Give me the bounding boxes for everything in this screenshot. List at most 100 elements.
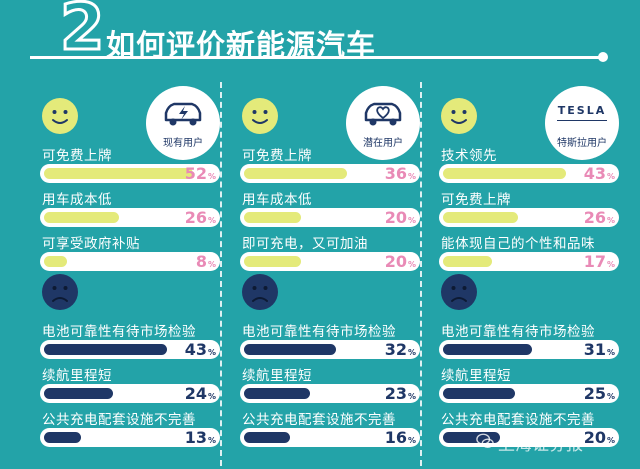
metric-value: 26% xyxy=(584,208,615,227)
metric-value: 20% xyxy=(385,208,416,227)
bar-track xyxy=(439,208,619,227)
negative-metric: 电池可靠性有待市场检验 43% xyxy=(40,320,220,362)
user-type-badge: TESLA 特斯拉用户 xyxy=(545,86,619,160)
value-unit: % xyxy=(407,216,416,225)
metric-label: 电池可靠性有待市场检验 xyxy=(242,324,396,340)
bar-fill xyxy=(44,344,168,355)
bar-fill xyxy=(244,256,302,267)
panel-divider xyxy=(420,82,422,466)
value-unit: % xyxy=(606,348,615,357)
bar-track xyxy=(240,164,420,183)
metric-label: 用车成本低 xyxy=(42,192,112,208)
metric-label: 即可充电，又可加油 xyxy=(242,236,368,252)
metric-value: 16% xyxy=(385,428,416,447)
positive-metric: 技术领先 43% xyxy=(439,144,619,186)
bar-fill xyxy=(244,344,336,355)
sad-face-icon xyxy=(441,274,477,310)
metric-label: 可免费上牌 xyxy=(42,148,112,164)
wechat-icon xyxy=(476,433,494,448)
metric-value: 43% xyxy=(584,164,615,183)
bar-track xyxy=(240,428,420,447)
user-type-badge: 潜在用户 xyxy=(346,86,420,160)
bar-fill xyxy=(443,256,492,267)
bar-track xyxy=(439,252,619,271)
value-number: 23 xyxy=(384,384,407,403)
value-number: 26 xyxy=(184,208,207,227)
bar-fill xyxy=(244,212,302,223)
value-unit: % xyxy=(207,348,216,357)
user-type-label: 潜在用户 xyxy=(363,138,403,149)
bar-track xyxy=(439,428,619,447)
positive-metric: 用车成本低 26% xyxy=(40,188,220,230)
metric-value: 25% xyxy=(584,384,615,403)
metric-value: 43% xyxy=(185,340,216,359)
value-unit: % xyxy=(407,260,416,269)
metric-value: 13% xyxy=(185,428,216,447)
metric-label: 公共充电配套设施不完善 xyxy=(441,412,595,428)
positive-metric: 即可充电，又可加油 20% xyxy=(240,232,420,274)
value-unit: % xyxy=(207,392,216,401)
bar-track xyxy=(240,340,420,359)
value-number: 25 xyxy=(583,384,606,403)
bar-fill xyxy=(443,212,518,223)
user-type-badge: 现有用户 xyxy=(146,86,220,160)
watermark: 上海证券报 xyxy=(476,430,636,455)
negative-metric: 电池可靠性有待市场检验 31% xyxy=(439,320,619,362)
value-number: 16 xyxy=(384,428,407,447)
metric-value: 24% xyxy=(185,384,216,403)
sad-face-icon xyxy=(42,274,78,310)
bar-fill xyxy=(44,432,82,443)
bar-fill xyxy=(443,388,515,399)
watermark-text: 上海证券报 xyxy=(498,435,583,455)
section-number: 2 xyxy=(59,0,107,65)
value-unit: % xyxy=(606,260,615,269)
metric-value: 26% xyxy=(185,208,216,227)
metric-label: 可免费上牌 xyxy=(441,192,511,208)
positive-metric: 能体现自己的个性和品味 17% xyxy=(439,232,619,274)
value-number: 36 xyxy=(384,164,407,183)
bar-fill xyxy=(44,168,194,179)
user-type-label: 现有用户 xyxy=(163,138,203,149)
value-number: 20 xyxy=(583,428,606,447)
positive-metric: 可免费上牌 52% xyxy=(40,144,220,186)
header-rule xyxy=(30,56,602,59)
bar-track xyxy=(40,164,220,183)
value-number: 26 xyxy=(583,208,606,227)
metric-value: 17% xyxy=(584,252,615,271)
value-unit: % xyxy=(606,216,615,225)
value-number: 43 xyxy=(184,340,207,359)
negative-metric: 续航里程短 23% xyxy=(240,364,420,406)
negative-metric: 公共充电配套设施不完善 16% xyxy=(240,408,420,450)
value-unit: % xyxy=(407,348,416,357)
negative-metric: 公共充电配套设施不完善 13% xyxy=(40,408,220,450)
metric-value: 52% xyxy=(185,164,216,183)
value-unit: % xyxy=(207,216,216,225)
metric-label: 可享受政府补贴 xyxy=(42,236,140,252)
bar-fill xyxy=(443,344,532,355)
metric-label: 可免费上牌 xyxy=(242,148,312,164)
bar-fill xyxy=(244,388,310,399)
value-number: 8 xyxy=(195,252,207,271)
bar-fill xyxy=(44,212,119,223)
user-type-label: 特斯拉用户 xyxy=(557,138,607,149)
value-number: 20 xyxy=(384,252,407,271)
user-panel: 潜在用户 可免费上牌 36% 用车成本低 20% 即可充电，又可加油 20% 电池可靠性有待市… xyxy=(240,80,420,469)
negative-metric: 电池可靠性有待市场检验 32% xyxy=(240,320,420,362)
bar-track xyxy=(40,384,220,403)
tesla-underline xyxy=(557,120,607,121)
metric-label: 续航里程短 xyxy=(441,368,511,384)
value-number: 52 xyxy=(184,164,207,183)
bar-fill xyxy=(44,388,113,399)
value-unit: % xyxy=(606,436,615,445)
negative-metric: 续航里程短 24% xyxy=(40,364,220,406)
positive-metric: 可享受政府补贴 8% xyxy=(40,232,220,274)
bar-track xyxy=(40,428,220,447)
value-unit: % xyxy=(207,172,216,181)
value-unit: % xyxy=(207,436,216,445)
bar-fill xyxy=(443,432,501,443)
panel-divider xyxy=(220,82,222,466)
value-number: 24 xyxy=(184,384,207,403)
tesla-logo-icon: TESLA xyxy=(557,104,607,117)
bar-fill xyxy=(44,256,67,267)
value-number: 20 xyxy=(384,208,407,227)
